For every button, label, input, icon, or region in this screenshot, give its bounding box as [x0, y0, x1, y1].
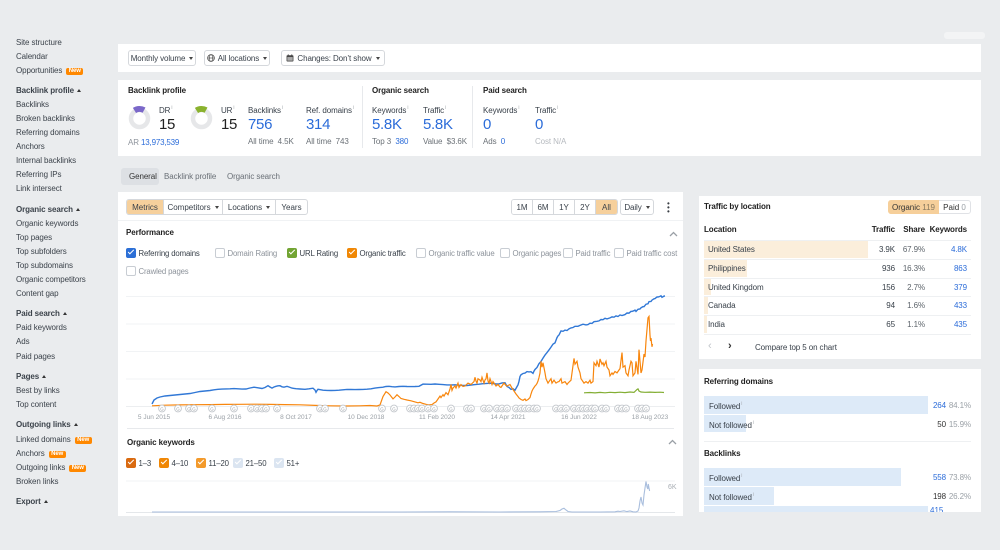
svg-text:G: G — [380, 406, 384, 411]
svg-text:G: G — [187, 406, 191, 411]
svg-text:G: G — [392, 406, 396, 411]
svg-text:G: G — [192, 406, 196, 411]
svg-text:G: G — [514, 406, 518, 411]
svg-text:G: G — [505, 406, 509, 411]
svg-text:G: G — [554, 406, 558, 411]
svg-text:G: G — [176, 406, 180, 411]
svg-text:G: G — [469, 406, 473, 411]
svg-text:G: G — [593, 406, 597, 411]
svg-text:G: G — [210, 406, 214, 411]
svg-text:G: G — [255, 406, 259, 411]
svg-text:G: G — [275, 406, 279, 411]
svg-text:G: G — [559, 406, 563, 411]
svg-text:G: G — [482, 406, 486, 411]
svg-text:G: G — [624, 406, 628, 411]
svg-text:G: G — [500, 406, 504, 411]
svg-text:G: G — [487, 406, 491, 411]
svg-text:G: G — [585, 406, 589, 411]
svg-text:G: G — [495, 406, 499, 411]
svg-text:G: G — [420, 406, 424, 411]
svg-text:G: G — [249, 406, 253, 411]
svg-text:G: G — [432, 406, 436, 411]
svg-text:G: G — [604, 406, 608, 411]
svg-text:G: G — [535, 406, 539, 411]
svg-text:G: G — [160, 406, 164, 411]
svg-text:G: G — [564, 406, 568, 411]
svg-text:G: G — [644, 406, 648, 411]
svg-text:G: G — [449, 406, 453, 411]
svg-text:G: G — [323, 406, 327, 411]
svg-text:G: G — [341, 406, 345, 411]
svg-text:G: G — [264, 406, 268, 411]
svg-text:G: G — [572, 406, 576, 411]
svg-text:G: G — [318, 406, 322, 411]
svg-text:G: G — [426, 406, 430, 411]
svg-text:G: G — [232, 406, 236, 411]
svg-text:G: G — [527, 406, 531, 411]
